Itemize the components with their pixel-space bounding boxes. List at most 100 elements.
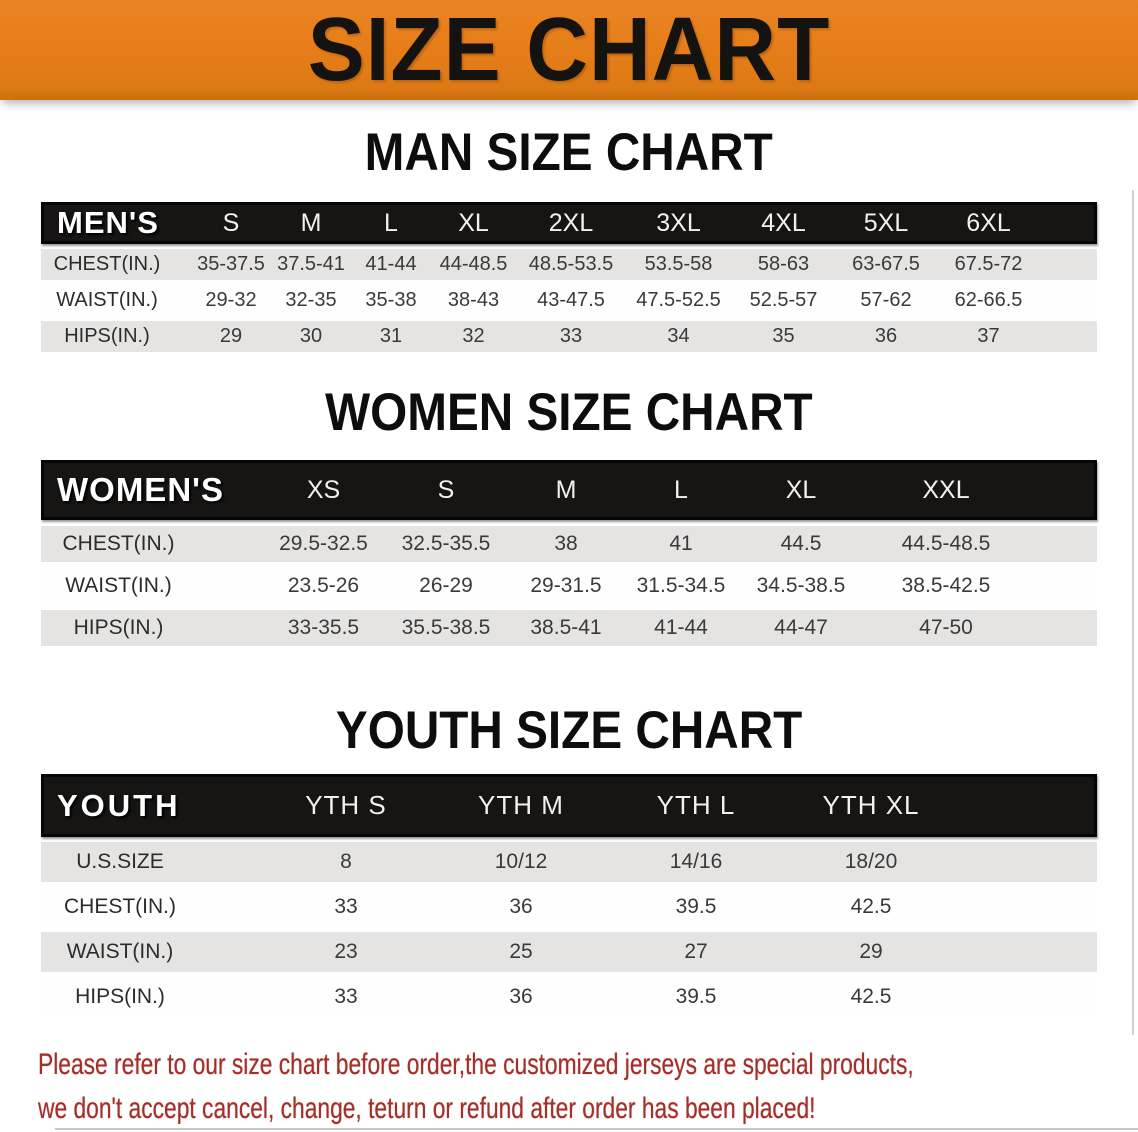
women-col-header: M [555,475,577,504]
size-value: 31.5-34.5 [636,574,726,597]
size-value: 38.5-42.5 [901,574,991,597]
size-value: 57-62 [860,289,912,311]
youth-size-chart-heading: YOUTH SIZE CHART [0,704,1138,758]
size-value: 38-43 [447,289,500,311]
size-value: 44-47 [774,616,828,639]
men-col-header: 5XL [863,208,909,237]
youth-table-header-row: YOUTH YTH S YTH M YTH L YTH XL [41,774,1097,837]
size-value: 63-67.5 [852,253,920,275]
women-col-header: S [437,475,455,504]
youth-waist-row: WAIST(IN.) 23 25 27 29 [41,932,1097,972]
size-value: 32 [462,325,485,347]
row-label: CHEST(IN.) [62,532,175,555]
women-hips-row: HIPS(IN.) 33-35.5 35.5-38.5 38.5-41 41-4… [41,610,1097,646]
size-value: 39.5 [675,985,717,1008]
size-value: 53.5-58 [644,253,713,275]
size-value: 47.5-52.5 [636,289,721,311]
size-value: 26-29 [419,574,473,597]
size-value: 34 [667,325,690,347]
men-col-header: S [222,208,240,237]
row-label: HIPS(IN.) [73,616,164,639]
size-value: 42.5 [850,895,892,918]
row-label: HIPS(IN.) [64,325,150,347]
size-value: 44-48.5 [439,253,508,275]
youth-col-header: YTH L [656,790,736,820]
size-value: 23 [334,940,358,963]
men-col-header: L [384,208,398,237]
women-size-table: WOMEN'S XS S M L XL XXL CHEST(IN.) 29.5-… [41,460,1097,646]
size-value: 32.5-35.5 [401,532,491,555]
size-value: 35-38 [365,289,417,311]
size-value: 41-44 [654,616,708,639]
size-value: 14/16 [669,850,723,873]
men-chest-row: CHEST(IN.) 35-37.5 37.5-41 41-44 44-48.5… [41,249,1097,280]
scan-edge-bottom [55,1128,1138,1130]
size-value: 29-32 [205,289,257,311]
row-label: U.S.SIZE [76,850,164,873]
size-value: 30 [299,325,323,347]
size-value: 62-66.5 [954,289,1023,311]
women-header-label: WOMEN'S [57,471,225,508]
size-value: 48.5-53.5 [528,253,614,275]
size-value: 36 [509,895,533,918]
size-value: 33 [559,325,583,347]
size-chart-banner: SIZE CHART [0,0,1138,100]
scan-edge-right [1132,190,1134,1035]
men-waist-row: WAIST(IN.) 29-32 32-35 35-38 38-43 43-47… [41,285,1097,316]
size-value: 44.5-48.5 [901,532,991,555]
size-value: 44.5 [780,532,822,555]
size-value: 38 [554,532,578,555]
size-value: 39.5 [675,895,717,918]
size-value: 42.5 [850,985,892,1008]
size-value: 41-44 [365,253,417,275]
women-col-header: XXL [922,475,970,504]
size-value: 29 [859,940,883,963]
size-value: 33 [334,985,358,1008]
size-value: 23.5-26 [287,574,360,597]
size-value: 29 [219,325,243,347]
disclaimer: Please refer to our size chart before or… [0,1043,1138,1131]
size-value: 35.5-38.5 [401,616,491,639]
youth-size-chart-title: YOUTH SIZE CHART [335,701,803,760]
size-value: 34.5-38.5 [756,574,846,597]
size-value: 33 [334,895,358,918]
women-size-chart-heading: WOMEN SIZE CHART [0,386,1138,440]
women-col-header: L [674,475,688,504]
women-table-header-row: WOMEN'S XS S M L XL XXL [41,460,1097,520]
men-col-header: 6XL [966,208,1011,237]
youth-col-header: YTH S [305,790,387,820]
row-label: CHEST(IN.) [64,895,176,918]
row-label: CHEST(IN.) [53,253,161,275]
size-value: 36 [874,325,898,347]
men-hips-row: HIPS(IN.) 29 30 31 32 33 34 35 36 37 [41,321,1097,352]
women-size-chart-title: WOMEN SIZE CHART [325,383,813,442]
youth-ussize-row: U.S.SIZE 8 10/12 14/16 18/20 [41,842,1097,882]
man-size-chart-heading: MAN SIZE CHART [0,126,1138,180]
size-value: 27 [684,940,708,963]
size-value: 32-35 [285,289,337,311]
youth-col-header: YTH XL [822,790,920,820]
size-value: 67.5-72 [954,253,1023,275]
youth-header-label: YOUTH [57,787,181,823]
disclaimer-line-2: we don't accept cancel, change, teturn o… [38,1092,816,1125]
size-value: 35 [772,325,795,347]
size-value: 38.5-41 [530,616,602,639]
size-value: 8 [340,850,352,873]
size-value: 10/12 [494,850,548,873]
men-col-header: XL [458,208,489,237]
women-col-header: XL [785,475,817,504]
size-value: 25 [509,940,533,963]
men-header-label: MEN'S [57,205,159,240]
men-table-header-row: MEN'S S M L XL 2XL 3XL 4XL 5XL 6XL [41,202,1097,244]
men-col-header: 2XL [548,208,594,237]
men-col-header: M [300,208,322,237]
size-value: 29.5-32.5 [279,532,368,555]
youth-col-header: YTH M [478,790,564,820]
men-size-table: MEN'S S M L XL 2XL 3XL 4XL 5XL 6XL CHEST… [41,202,1097,352]
size-value: 35-37.5 [197,253,265,275]
row-label: WAIST(IN.) [66,940,174,963]
size-value: 43-47.5 [537,289,605,311]
size-value: 47-50 [919,616,973,639]
disclaimer-line-1: Please refer to our size chart before or… [38,1048,914,1081]
size-value: 58-63 [757,253,810,275]
